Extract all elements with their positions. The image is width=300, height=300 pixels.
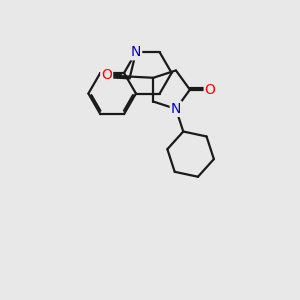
Text: O: O bbox=[101, 68, 112, 83]
Text: N: N bbox=[131, 45, 141, 59]
Text: O: O bbox=[205, 83, 215, 97]
Text: N: N bbox=[171, 102, 181, 116]
